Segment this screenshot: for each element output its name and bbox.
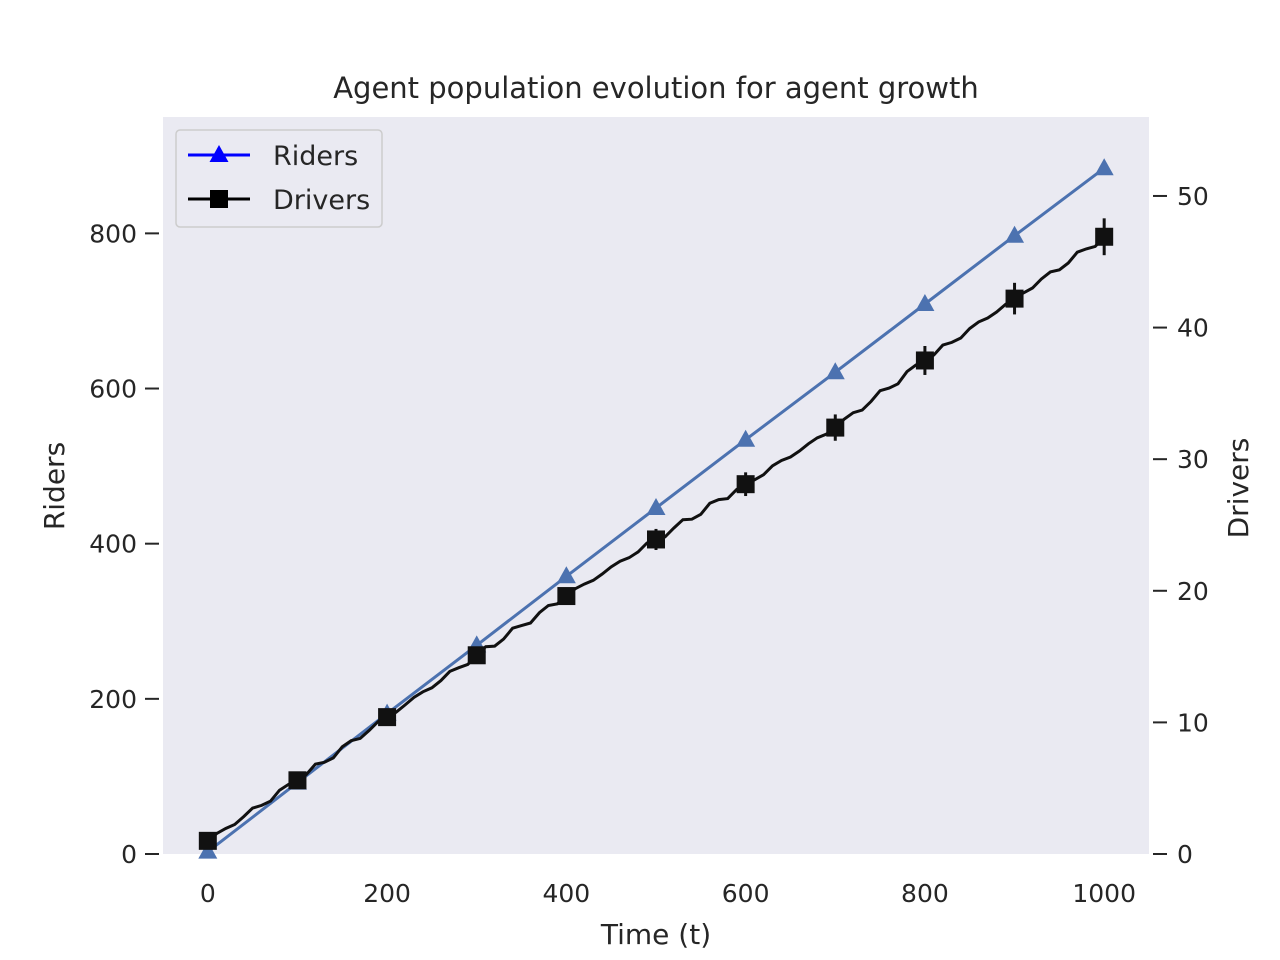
data-point-drivers (736, 475, 755, 494)
right-y-axis: 0 10 20 30 40 50 (1153, 182, 1209, 869)
data-point-riders (556, 566, 576, 584)
series-drivers (198, 218, 1114, 850)
chart-title: Agent population evolution for agent gro… (333, 71, 979, 105)
x-tick-label: 800 (901, 879, 949, 908)
data-point-drivers (467, 646, 486, 665)
x-axis-title: Time (t) (600, 918, 711, 951)
data-point-drivers (378, 708, 397, 727)
data-point-drivers (557, 587, 576, 606)
data-point-drivers (826, 418, 845, 437)
legend: Riders Drivers (175, 129, 383, 228)
x-tick-label: 1000 (1072, 879, 1136, 908)
legend-triangle-icon (209, 145, 229, 162)
legend-entry-riders: Riders (188, 141, 358, 172)
right-y-tick-label: 0 (1177, 840, 1193, 869)
series-layer (198, 158, 1114, 859)
plot-area (163, 117, 1149, 854)
right-y-tick-label: 10 (1177, 708, 1209, 737)
legend-entry-drivers: Drivers (188, 185, 370, 216)
left-y-tick-label: 0 (121, 840, 137, 869)
x-tick-label: 0 (200, 879, 216, 908)
data-point-riders (198, 841, 218, 859)
left-y-tick-label: 800 (89, 219, 137, 248)
data-point-riders (736, 429, 756, 447)
right-y-tick-label: 20 (1177, 577, 1209, 606)
left-y-tick-label: 400 (89, 530, 137, 559)
x-tick-label: 200 (363, 879, 411, 908)
data-point-drivers (647, 530, 665, 549)
x-axis: 0 200 400 600 800 1000 (200, 879, 1136, 908)
data-point-riders (1005, 225, 1025, 243)
data-point-riders (646, 497, 666, 515)
data-point-drivers (1095, 227, 1114, 246)
data-point-drivers (1005, 289, 1024, 308)
data-point-drivers (915, 351, 934, 370)
left-y-tick-label: 600 (89, 375, 137, 404)
legend-label: Drivers (273, 185, 370, 216)
right-y-tick-label: 50 (1177, 182, 1209, 211)
legend-entries: Riders Drivers (188, 141, 370, 216)
right-y-tick-label: 30 (1177, 445, 1209, 474)
legend-square-icon (210, 190, 228, 208)
data-point-riders (915, 293, 935, 311)
right-y-axis-title: Drivers (1222, 438, 1255, 539)
data-point-riders (1094, 158, 1114, 176)
x-tick-label: 600 (722, 879, 770, 908)
right-y-tick-label: 40 (1177, 314, 1209, 343)
data-point-drivers (198, 831, 217, 850)
left-y-tick-label: 200 (89, 685, 137, 714)
x-tick-label: 400 (543, 879, 591, 908)
left-y-axis: 0 200 400 600 800 (89, 219, 159, 869)
data-point-drivers (288, 771, 307, 790)
data-point-riders (825, 362, 845, 380)
legend-label: Riders (273, 141, 358, 172)
left-y-axis-title: Riders (38, 442, 71, 530)
